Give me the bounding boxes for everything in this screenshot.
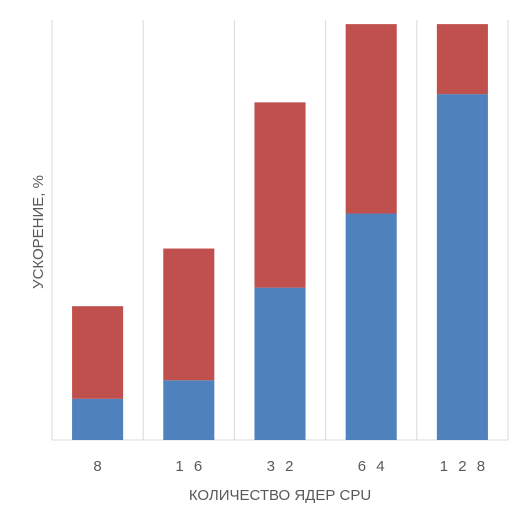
- bar-series-1-cores-8: [72, 398, 124, 440]
- bar-series-1-cores-16: [163, 380, 215, 440]
- x-tick-label: 1 2 8: [440, 458, 488, 475]
- bars: [72, 24, 488, 440]
- bar-series-1-cores-64: [345, 213, 397, 440]
- x-tick-label: 6 4: [358, 458, 388, 475]
- bar-series-2-cores-32: [254, 102, 306, 288]
- y-axis-title: УСКОРЕНИЕ, %: [30, 175, 47, 289]
- x-axis-title: КОЛИЧЕСТВО ЯДЕР CPU: [189, 487, 371, 504]
- x-tick-labels: 8 1 6 3 2 6 4 1 2 8: [93, 458, 488, 475]
- bar-series-2-cores-16: [163, 248, 215, 381]
- x-tick-label: 8: [93, 458, 104, 475]
- bar-series-2-cores-64: [345, 24, 397, 214]
- bar-series-2-cores-128: [436, 24, 488, 95]
- x-tick-label: 1 6: [175, 458, 205, 475]
- bar-series-2-cores-8: [72, 306, 124, 399]
- bar-series-1-cores-128: [436, 94, 488, 440]
- x-tick-label: 3 2: [267, 458, 297, 475]
- bar-series-1-cores-32: [254, 287, 306, 440]
- gridlines: [51, 20, 509, 440]
